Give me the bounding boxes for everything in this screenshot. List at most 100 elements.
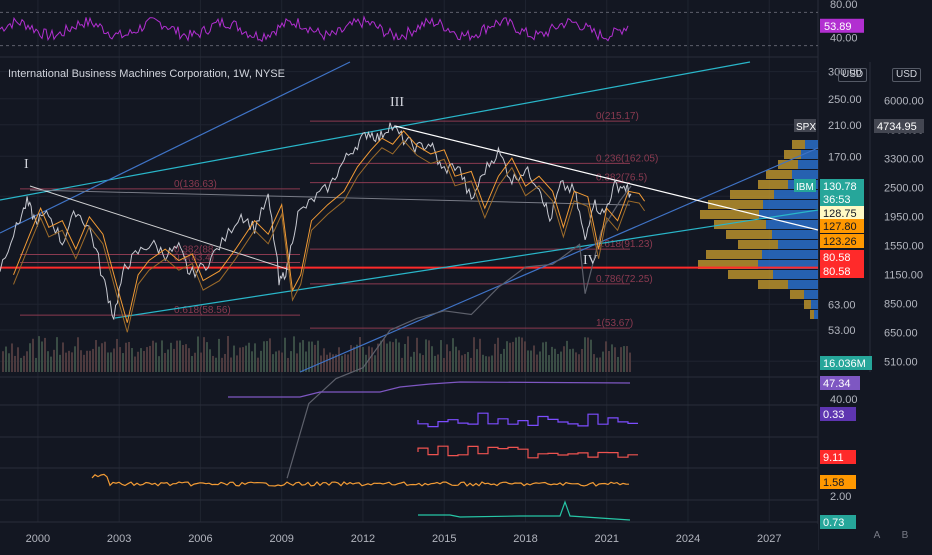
volume-bar (17, 347, 19, 372)
price-tag-value: 36:53 (823, 194, 851, 206)
volume-profile-bar (804, 290, 818, 299)
volume-bar (407, 336, 409, 372)
volume-profile-bar (778, 160, 798, 169)
volume-bar (218, 338, 220, 372)
volume-bar (626, 346, 628, 372)
volume-bar (449, 351, 451, 372)
volume-bar (395, 338, 397, 372)
log-scale-button[interactable]: B (901, 530, 909, 541)
price-tag-bg (874, 119, 924, 133)
auto-scale-button[interactable]: A (873, 530, 881, 541)
time-axis-strip (0, 524, 818, 550)
wave-label: IV (583, 253, 598, 268)
volume-bar (107, 352, 109, 372)
indicator3-tag: 9.11 (823, 452, 844, 464)
volume-bar (431, 346, 433, 372)
volume-bar (584, 337, 586, 372)
rsi-value-tag-bg (820, 18, 864, 33)
volume-bar (134, 356, 136, 372)
volume-bar (155, 342, 157, 372)
volume-bar (593, 354, 595, 372)
volume-bar (293, 336, 295, 372)
volume-bar (167, 349, 169, 372)
price-tag-bg (820, 179, 864, 193)
volume-bar (47, 351, 49, 372)
volume-bar (11, 343, 13, 372)
volume-bar (566, 340, 568, 372)
volume-bar (461, 355, 463, 372)
x-tick-label: 2024 (676, 533, 700, 545)
fib-level-label: 1(53.67) (596, 318, 633, 329)
fib-level-label: 0(215.17) (596, 111, 639, 122)
volume-bar (74, 346, 76, 372)
currency-right-label[interactable]: USD (892, 68, 922, 82)
left-axis-tick: 170.00 (828, 151, 862, 163)
x-tick-label: 2006 (188, 533, 212, 545)
volume-tag: 16.036M (823, 358, 866, 370)
volume-bar (521, 337, 523, 372)
volume-bar (491, 355, 493, 372)
volume-bar (371, 347, 373, 372)
volume-bar (323, 348, 325, 372)
price-tag-value: 128.75 (823, 208, 857, 220)
volume-bar (317, 340, 319, 372)
left-axis-tick: 250.00 (828, 94, 862, 106)
volume-bar (122, 353, 124, 372)
volume-profile-bar (773, 270, 818, 279)
right-axis-tick: 510.00 (884, 357, 918, 369)
left-axis-tick: 63.00 (828, 299, 856, 311)
volume-bar (83, 354, 85, 372)
volume-bar (245, 345, 247, 372)
indicator3-line (417, 445, 638, 459)
indicator2-tag: 0.33 (823, 409, 844, 421)
volume-profile-bar (766, 220, 818, 229)
volume-bar (446, 344, 448, 372)
moving-average-line (13, 130, 646, 323)
volume-profile-bar (698, 260, 758, 269)
volume-bar (299, 342, 301, 372)
volume-bar (86, 350, 88, 372)
volume-bar (284, 337, 286, 372)
indicator5-axis-tick: 2.00 (830, 491, 851, 503)
white-trendline (29, 185, 291, 271)
volume-bar (125, 342, 127, 372)
volume-bar (362, 346, 364, 372)
volume-bar (503, 348, 505, 372)
volume-profile-bar (792, 140, 805, 149)
volume-bar (290, 351, 292, 372)
volume-bar (56, 337, 58, 372)
currency-left-label[interactable]: USD (838, 68, 868, 82)
volume-bar (77, 337, 79, 372)
volume-bar (464, 354, 466, 372)
wave-label: III (390, 95, 404, 110)
volume-bar (251, 351, 253, 372)
volume-bar (35, 357, 37, 372)
volume-bar (614, 347, 616, 372)
volume-bar (260, 350, 262, 372)
volume-bar (413, 351, 415, 372)
volume-bar (563, 346, 565, 372)
volume-bar (161, 340, 163, 372)
rsi-value-tag: 53.89 (824, 21, 852, 33)
volume-bar (482, 354, 484, 372)
wave-label: I (24, 157, 29, 172)
volume-bar (581, 348, 583, 372)
volume-profile-bar (758, 180, 788, 189)
volume-bar (20, 357, 22, 372)
volume-bar (353, 346, 355, 372)
rsi-axis-tick: 80.00 (830, 0, 858, 11)
channel-lower-line (114, 209, 819, 319)
volume-bar (275, 351, 277, 372)
volume-bar (71, 352, 73, 372)
volume-profile-bar (778, 240, 818, 249)
blue-trendline (0, 61, 351, 234)
x-tick-label: 2003 (107, 533, 131, 545)
x-tick-label: 2021 (594, 533, 618, 545)
right-axis-tick: 1550.00 (884, 241, 924, 253)
volume-bar (422, 355, 424, 372)
volume-profile-bar (730, 190, 774, 199)
right-axis-tick: 1150.00 (884, 270, 923, 282)
volume-bar (467, 352, 469, 372)
